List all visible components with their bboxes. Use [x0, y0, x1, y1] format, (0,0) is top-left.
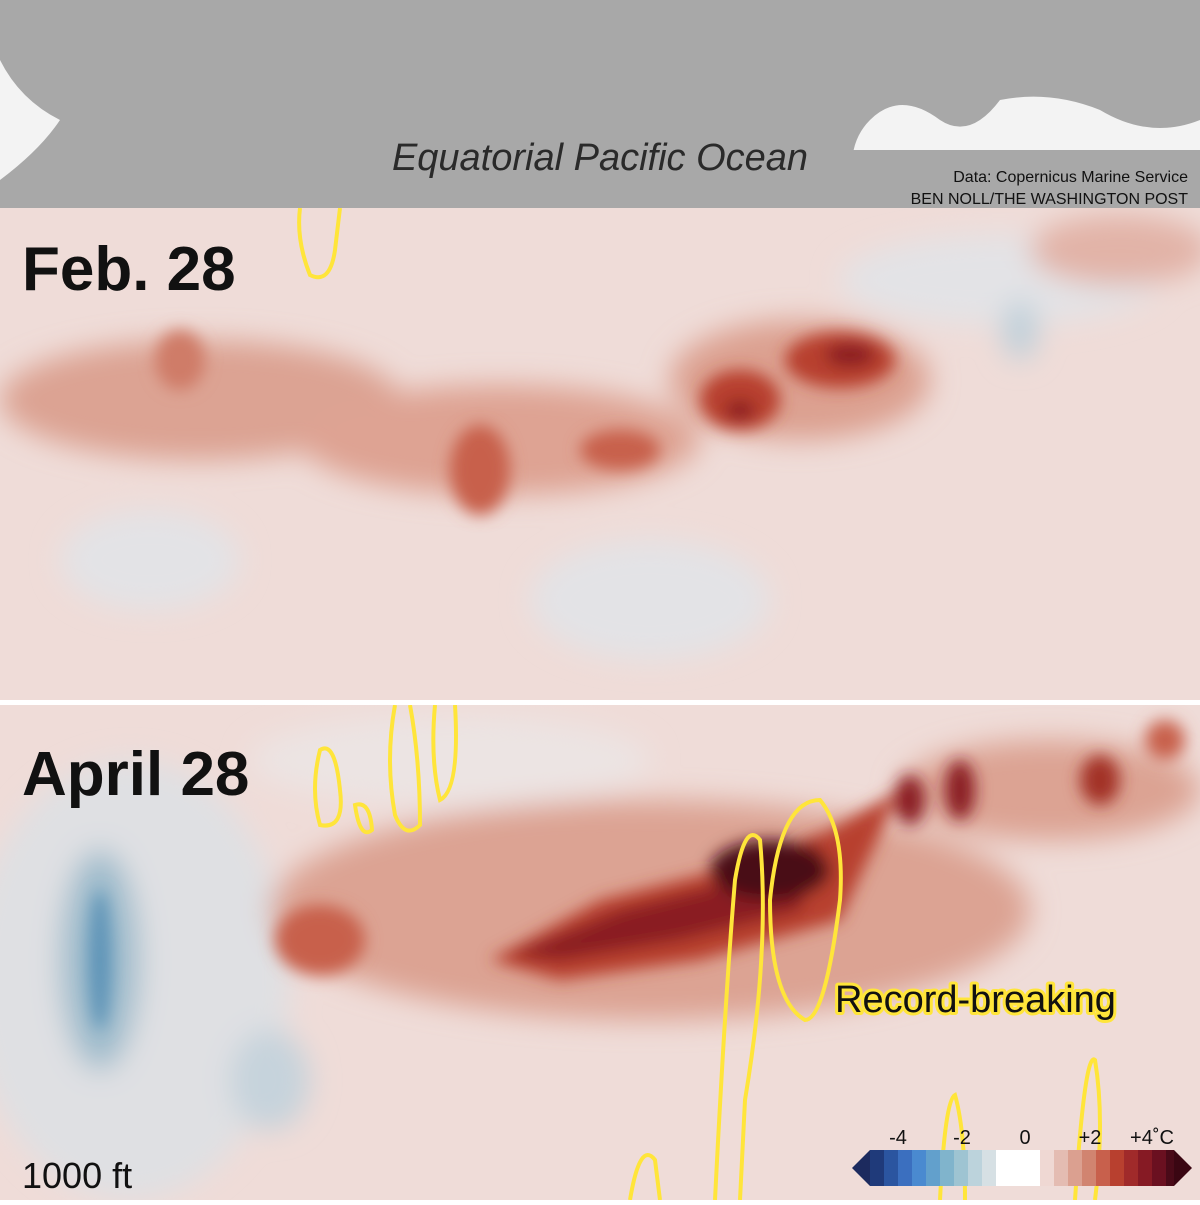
- panel-label: Feb. 28: [22, 235, 236, 304]
- land: [0, 0, 1200, 208]
- panel-feb: [0, 208, 1200, 700]
- land: [0, 183, 420, 208]
- legend-tick: +4˚C: [1130, 1127, 1174, 1149]
- annotation: Record-breaking: [835, 979, 1116, 1021]
- legend-tick: -4: [889, 1127, 907, 1149]
- credit: BEN NOLL/THE WASHINGTON POST: [911, 191, 1189, 208]
- map-title: Equatorial Pacific Ocean: [392, 137, 808, 179]
- colorbar: -4 -2 0 +2 +4˚C: [852, 1127, 1192, 1186]
- legend-tick: -2: [953, 1127, 971, 1149]
- depth-label: 1000 ft: [22, 1155, 132, 1196]
- divider: [0, 700, 1200, 705]
- panel-april: [0, 705, 1200, 1200]
- land: [840, 150, 1200, 208]
- source: Data: Copernicus Marine Service: [953, 169, 1188, 186]
- legend-tick: +2: [1079, 1127, 1102, 1149]
- panel-label: April 28: [22, 740, 249, 809]
- legend-tick: 0: [1019, 1127, 1030, 1149]
